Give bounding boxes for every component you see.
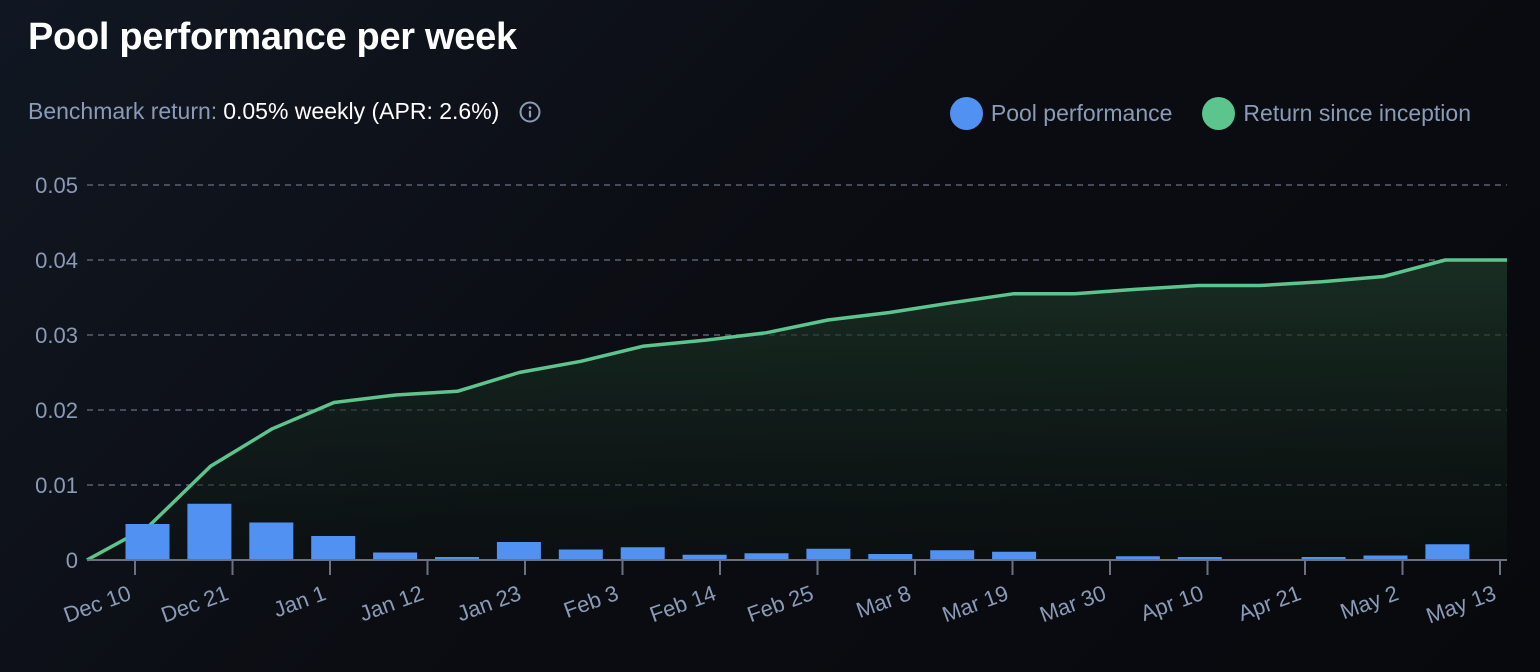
x-tick-label: Jan 23	[454, 580, 525, 626]
bar-pool-performance	[744, 553, 789, 560]
bar-pool-performance	[1363, 555, 1408, 560]
bar-pool-performance	[992, 551, 1037, 560]
x-tick-label: Apr 10	[1137, 580, 1206, 626]
x-tick-label: Dec 10	[60, 580, 134, 627]
bar-pool-performance	[1177, 557, 1222, 560]
bar-pool-performance	[620, 547, 665, 560]
y-tick-label: 0	[66, 548, 78, 573]
y-tick-label: 0.01	[35, 473, 78, 498]
x-tick-label: May 2	[1337, 580, 1402, 624]
benchmark-value: 0.05% weekly (APR: 2.6%)	[223, 98, 500, 124]
y-tick-label: 0.02	[35, 398, 78, 423]
x-tick-label: Feb 25	[744, 580, 817, 627]
x-tick-label: Mar 19	[939, 580, 1012, 627]
bar-pool-performance	[930, 550, 975, 560]
area-fill-return-since-inception	[87, 260, 1507, 560]
x-tick-label: Feb 14	[646, 580, 719, 627]
info-circle-icon[interactable]	[519, 101, 541, 123]
bar-pool-performance	[373, 552, 418, 560]
x-tick-label: Mar 30	[1036, 580, 1109, 627]
legend-swatch-pool-performance	[949, 97, 983, 130]
bar-pool-performance	[682, 554, 727, 560]
benchmark-label: Benchmark return:	[28, 98, 218, 124]
bar-pool-performance	[1115, 556, 1160, 560]
chart-legend: Pool performance Return since inception	[920, 97, 1471, 130]
bar-pool-performance	[125, 524, 170, 560]
bar-pool-performance	[311, 536, 356, 560]
bar-pool-performance	[187, 503, 232, 560]
y-tick-label: 0.03	[35, 323, 78, 348]
bar-pool-performance	[496, 542, 541, 560]
x-tick-label: Jan 1	[270, 580, 329, 622]
legend-swatch-return-since-inception	[1202, 97, 1236, 130]
bar-pool-performance	[868, 554, 913, 560]
x-tick-label: May 13	[1423, 580, 1499, 628]
legend-label-pool-performance: Pool performance	[990, 100, 1173, 126]
bar-pool-performance	[558, 549, 603, 560]
bar-pool-performance	[806, 548, 851, 560]
line-return-since-inception	[86, 258, 1507, 562]
legend-label-return-since-inception: Return since inception	[1243, 100, 1471, 126]
x-tick-label: Dec 21	[158, 580, 232, 627]
chart-title: Pool performance per week	[28, 16, 517, 58]
x-tick-label: Feb 3	[560, 580, 621, 623]
legend-item-pool-performance[interactable]: Pool performance	[949, 97, 1173, 130]
bar-pool-performance	[1301, 557, 1346, 560]
y-tick-label: 0.05	[35, 173, 78, 198]
x-tick-label: Apr 21	[1235, 580, 1304, 626]
x-tick-label: Mar 8	[853, 580, 914, 623]
benchmark-return: Benchmark return: 0.05% weekly (APR: 2.6…	[28, 98, 541, 125]
bar-pool-performance	[1425, 544, 1470, 560]
bar-pool-performance	[435, 557, 479, 560]
y-tick-label: 0.04	[35, 248, 78, 273]
bar-pool-performance	[249, 522, 294, 560]
x-tick-label: Jan 12	[356, 580, 427, 626]
legend-item-return-since-inception[interactable]: Return since inception	[1202, 97, 1471, 130]
